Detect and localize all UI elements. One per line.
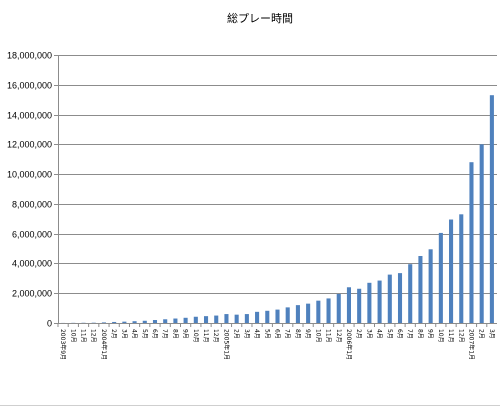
bars (61, 95, 494, 323)
bar (367, 282, 372, 323)
bar (428, 249, 433, 323)
bar (112, 321, 117, 323)
x-tick-label: 12月 (212, 329, 219, 343)
x-tick-label: 12月 (335, 329, 342, 343)
x-tick-label: 2月 (233, 329, 240, 339)
bar (346, 287, 351, 323)
bar (122, 321, 127, 323)
bar (459, 214, 464, 323)
x-tick-label: 6月 (396, 329, 403, 339)
x-axis: 2003年9月 10月 11月 12月 2004年1月 2月 3月 4月 5月 6月 7月 8月 9月 1… (57, 323, 497, 360)
bar (336, 293, 341, 323)
x-tick-label: 10月 (69, 329, 76, 343)
gridlines (58, 55, 497, 294)
x-tick-label: 10月 (314, 329, 321, 343)
x-tick-label: 2006年1月 (345, 329, 353, 360)
bar (152, 320, 158, 323)
x-tick-label: 11月 (325, 329, 332, 343)
bar (418, 256, 423, 323)
y-tick-label: 0 (47, 319, 52, 329)
bar (387, 274, 392, 323)
x-tick-label: 8月 (294, 329, 301, 339)
x-tick-label: 2005年1月 (222, 329, 230, 360)
y-tick-label: 8,000,000 (12, 200, 52, 210)
bar (469, 162, 474, 323)
x-tick-label: 2月 (355, 329, 362, 339)
bar (173, 318, 178, 323)
chart-title: 総プレー時間 (227, 11, 293, 25)
x-tick-label: 2月 (478, 329, 485, 339)
x-tick-label: 12月 (90, 329, 97, 343)
y-tick-label: 16,000,000 (7, 81, 52, 91)
x-tick-label: 3月 (243, 329, 250, 339)
x-tick-label: 10月 (192, 329, 199, 343)
bar (132, 321, 137, 323)
y-tick-label: 6,000,000 (12, 230, 52, 240)
x-tick-label: 4月 (376, 329, 383, 339)
bar (203, 316, 209, 323)
x-tick-label: 8月 (171, 329, 178, 339)
x-tick-label: 9月 (304, 329, 311, 339)
y-tick-label: 4,000,000 (12, 259, 52, 269)
x-tick-label: 5月 (263, 329, 270, 339)
x-tick-label: 6月 (151, 329, 158, 339)
x-tick-label: 7月 (161, 329, 168, 339)
x-tick-label: 11月 (80, 329, 87, 343)
bar (438, 232, 443, 323)
x-tick-label: 2004年1月 (100, 329, 108, 360)
y-tick-label: 2,000,000 (12, 289, 52, 299)
bar (214, 315, 219, 323)
bar (316, 300, 321, 323)
bar (224, 314, 229, 323)
x-tick-label: 9月 (182, 329, 189, 339)
x-tick-label: 2003年9月 (59, 329, 67, 360)
x-tick-label: 11月 (202, 329, 209, 343)
bar (285, 307, 290, 323)
x-tick-label: 7月 (284, 329, 291, 339)
bar (295, 305, 300, 323)
bar (244, 314, 249, 323)
x-tick-label: 5月 (141, 329, 148, 339)
x-tick-label: 6月 (274, 329, 281, 339)
bar (183, 317, 188, 323)
y-axis: 0 2,000,000 4,000,000 6,000,000 8,000,000 10,… (7, 51, 59, 329)
y-tick-label: 10,000,000 (7, 170, 52, 180)
bar (326, 298, 331, 323)
x-tick-label: 3月 (488, 329, 495, 339)
x-tick-label: 9月 (427, 329, 434, 339)
x-tick-label: 3月 (120, 329, 127, 339)
y-tick-label: 12,000,000 (7, 140, 52, 150)
bar (489, 95, 494, 323)
bar (397, 273, 403, 323)
bar (142, 320, 147, 323)
x-tick-label: 8月 (416, 329, 423, 339)
bar (193, 316, 198, 323)
x-tick-label: 11月 (447, 329, 454, 343)
x-tick-label: 4月 (131, 329, 138, 339)
bar (408, 264, 413, 323)
bar (357, 288, 362, 323)
y-tick-label: 18,000,000 (7, 51, 52, 61)
x-tick-label: 12月 (457, 329, 464, 343)
x-tick-label: 2007年1月 (467, 329, 475, 360)
bar (449, 219, 454, 323)
bar (234, 314, 239, 323)
bar (101, 322, 106, 323)
x-tick-label: 2月 (110, 329, 117, 339)
x-tick-label: 10月 (437, 329, 444, 343)
x-tick-label: 4月 (253, 329, 260, 339)
bar (479, 144, 484, 323)
bar (275, 309, 280, 323)
bar (265, 310, 270, 323)
x-tick-label: 5月 (386, 329, 393, 339)
bar (255, 311, 260, 323)
bar (163, 319, 168, 323)
x-tick-label: 7月 (406, 329, 413, 339)
bar (306, 303, 311, 323)
x-tick-label: 3月 (365, 329, 372, 339)
y-tick-label: 14,000,000 (7, 111, 52, 121)
bar (377, 280, 382, 323)
